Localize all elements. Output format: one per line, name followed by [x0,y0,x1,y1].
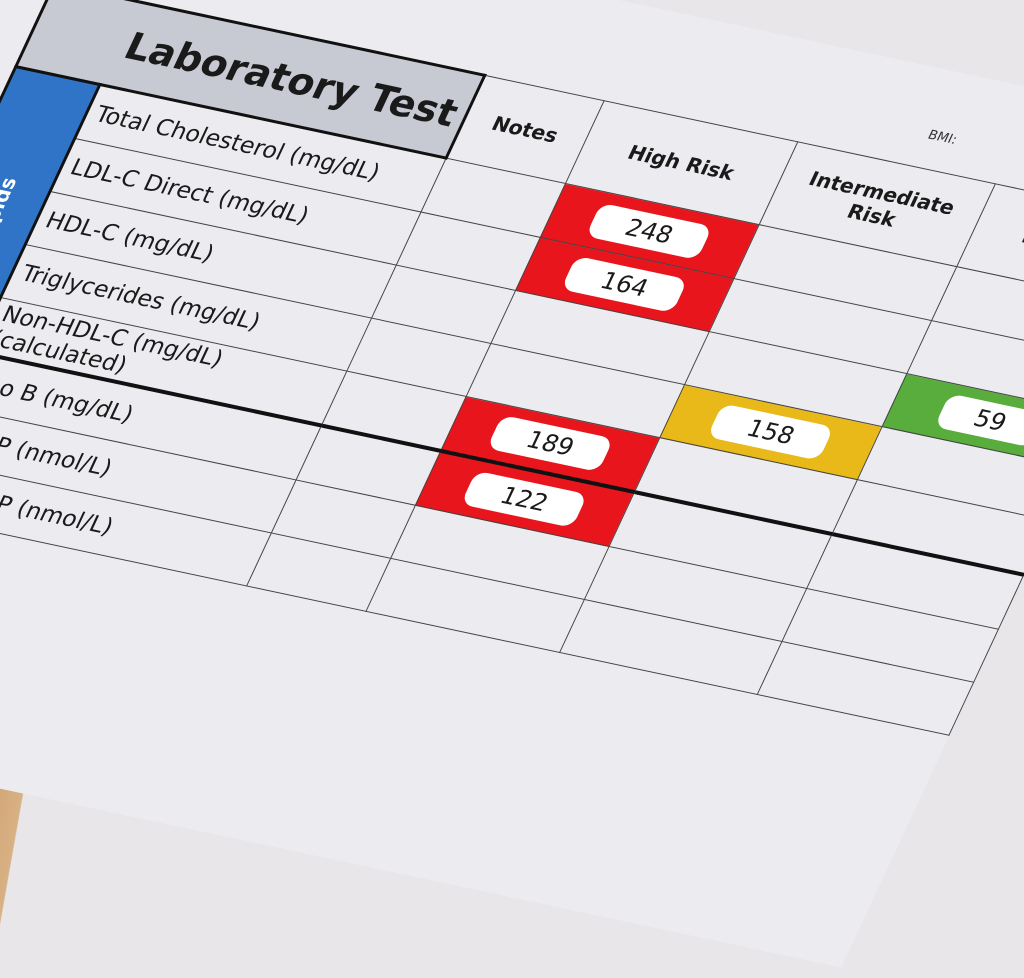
result-value: 189 [486,414,614,473]
bmi-label: BMI: [925,127,960,148]
result-value: 59 [934,393,1024,448]
lab-results-table: Laboratory Test Notes High Risk Intermed… [0,0,1024,736]
